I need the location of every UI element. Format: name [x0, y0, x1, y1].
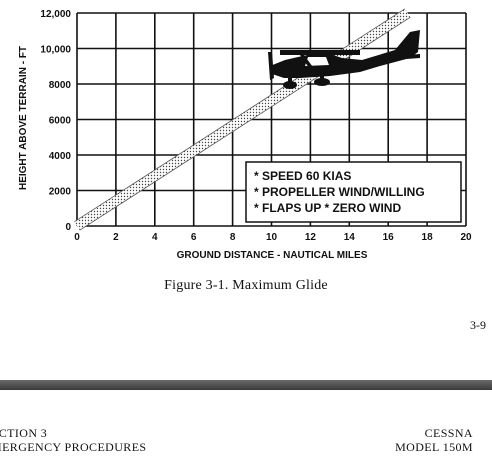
glide-chart: * SPEED 60 KIAS * PROPELLER WIND/WILLING…: [18, 8, 472, 261]
page-number: 3-9: [470, 318, 486, 332]
x-tick-label-5: 10: [266, 232, 278, 243]
footer-model: MODEL 150M: [395, 440, 473, 454]
x-tick-label-0: 0: [74, 232, 80, 243]
footer-chapter: MERGENCY PROCEDURES: [0, 440, 147, 454]
y-tick-label-5: 10,000: [40, 45, 71, 56]
y-tick-label-0: 0: [65, 222, 71, 233]
page-divider: [0, 380, 492, 390]
legend-line-speed: * SPEED 60 KIAS: [254, 169, 351, 183]
x-axis-title: GROUND DISTANCE - NAUTICAL MILES: [177, 250, 368, 261]
axis-ticks: 0 2 4 6 8 10 12 14 16 18 20 0 2000 4000 6000 8000 10,000…: [40, 9, 472, 243]
footer-section: ECTION 3: [0, 426, 48, 440]
y-tick-label-2: 4000: [49, 151, 72, 162]
legend-line-flaps: * FLAPS UP * ZERO WIND: [254, 201, 401, 215]
glide-band-edge-lower: [74, 8, 406, 223]
y-tick-label-4: 8000: [49, 80, 72, 91]
x-tick-label-1: 2: [113, 232, 119, 243]
airplane-icon: [268, 30, 420, 89]
x-tick-label-2: 4: [152, 232, 158, 243]
footer-left: ECTION 3 MERGENCY PROCEDURES: [0, 426, 147, 454]
footer-brand: CESSNA: [424, 426, 473, 440]
y-tick-label-3: 6000: [49, 116, 72, 127]
legend-line-propeller: * PROPELLER WIND/WILLING: [254, 185, 425, 199]
x-tick-label-10: 20: [460, 232, 472, 243]
y-tick-label-1: 2000: [49, 187, 72, 198]
x-tick-label-6: 12: [305, 232, 317, 243]
y-tick-label-6: 12,000: [40, 9, 71, 20]
footer-right: CESSNA MODEL 150M: [395, 426, 473, 454]
x-tick-label-8: 16: [383, 232, 395, 243]
figure-caption: Figure 3-1. Maximum Glide: [164, 278, 328, 293]
y-axis-title: HEIGHT ABOVE TERRAIN - FT: [18, 46, 29, 190]
legend-box: * SPEED 60 KIAS * PROPELLER WIND/WILLING…: [245, 161, 462, 223]
x-tick-label-7: 14: [344, 232, 356, 243]
x-tick-label-4: 8: [230, 232, 236, 243]
x-tick-label-9: 18: [422, 232, 434, 243]
x-tick-label-3: 6: [191, 232, 197, 243]
